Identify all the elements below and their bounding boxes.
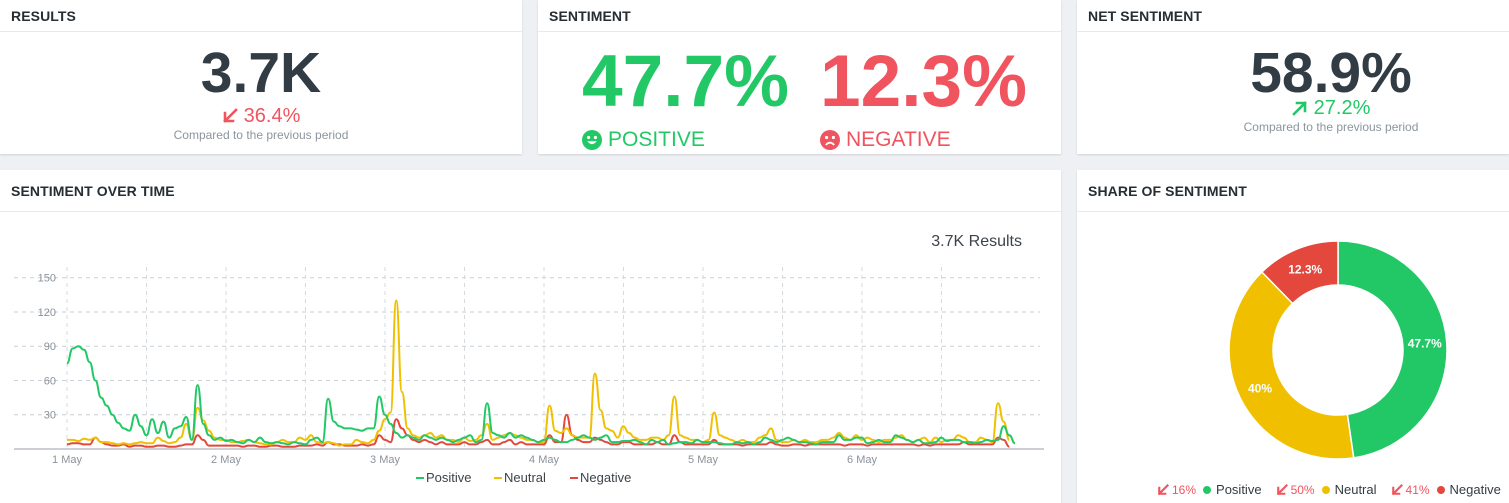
sentiment-over-time-card: SENTIMENT OVER TIME 3.7K Results 30 60 90 1…	[0, 170, 1061, 503]
positive-label: POSITIVE	[608, 128, 705, 151]
share-legend: 16% Positive 50% Neutral 41% Negative	[1157, 482, 1501, 497]
sentiment-over-time-header: SENTIMENT OVER TIME	[0, 170, 1061, 212]
arrow-down-left-icon	[222, 108, 238, 123]
negative-legend-dot	[1436, 485, 1445, 494]
donut-label-neutral: 40%	[1248, 382, 1272, 396]
results-compare-text: Compared to the previous period	[173, 128, 349, 142]
share-legend-neutral-label: Neutral	[1334, 482, 1377, 497]
positive-legend-dot	[1203, 485, 1212, 494]
share-legend-negative-label: Negative	[1449, 482, 1501, 497]
sentiment-line-chart: 3.7K Results 30 60 90 120 150 1 May 2 May 3 May…	[14, 233, 1044, 485]
positive-block: 47.7% POSITIVE	[582, 45, 792, 152]
series-line-positive[interactable]	[66, 345, 1016, 446]
legend-item-negative[interactable]: Negative	[570, 470, 631, 485]
x-tick-label: 6 May	[847, 454, 877, 466]
x-tick-label: 5 May	[688, 454, 718, 466]
share-legend-negative-change: 41%	[1405, 482, 1430, 497]
series-line-neutral[interactable]	[66, 299, 1011, 447]
net-sentiment-title: NET SENTIMENT	[1088, 7, 1203, 24]
net-sentiment-value: 58.9%	[1250, 41, 1412, 105]
arrow-down-left-icon	[1157, 483, 1169, 495]
sentiment-card: SENTIMENT 47.7% POSITIVE 12.3% NEGATIVE	[538, 0, 1061, 154]
neutral-legend-dot	[1321, 485, 1330, 494]
y-tick-label: 120	[38, 307, 56, 319]
donut-slice-neutral[interactable]	[1228, 270, 1355, 460]
negative-label-row: NEGATIVE	[820, 128, 1030, 152]
net-sentiment-header: NET SENTIMENT	[1077, 0, 1509, 32]
y-tick-label: 60	[44, 375, 56, 387]
donut-label-positive: 47.7%	[1408, 337, 1442, 351]
arrow-up-right-icon	[1291, 101, 1307, 116]
net-sentiment-change-value: 27.2%	[1313, 97, 1371, 119]
positive-value: 47.7%	[582, 41, 789, 122]
legend-item-neutral[interactable]: Neutral	[494, 470, 546, 485]
negative-value: 12.3%	[820, 41, 1027, 122]
net-sentiment-change: 27.2%	[1070, 98, 1509, 118]
y-tick-label: 150	[38, 273, 56, 285]
x-tick-label: 3 May	[370, 454, 400, 466]
x-tick-label: 2 May	[211, 454, 241, 466]
negative-label: NEGATIVE	[846, 128, 951, 151]
results-value: 3.7K	[200, 41, 322, 105]
x-tick-label: 4 May	[529, 454, 559, 466]
sentiment-donut-chart: 47.7% 40% 12.3%	[1228, 240, 1448, 460]
results-header: RESULTS	[0, 0, 522, 32]
share-legend-negative[interactable]: 41% Negative	[1391, 482, 1501, 497]
arrow-down-left-icon	[1276, 483, 1288, 495]
share-legend-positive-label: Positive	[1216, 482, 1262, 497]
donut-slice-positive[interactable]	[1337, 240, 1448, 459]
arrow-down-left-icon	[1391, 483, 1403, 495]
donut-label-negative: 12.3%	[1288, 262, 1322, 276]
legend-label: Negative	[580, 470, 631, 485]
donut-slice-negative[interactable]	[1260, 240, 1339, 305]
results-change-value: 36.4%	[243, 105, 301, 127]
share-legend-positive-change: 16%	[1172, 482, 1197, 497]
share-legend-neutral[interactable]: 50% Neutral	[1276, 482, 1377, 497]
frown-icon	[820, 130, 840, 150]
smile-icon	[582, 130, 602, 150]
results-title: RESULTS	[11, 7, 76, 24]
results-change: 36.4%	[0, 106, 522, 126]
sentiment-header: SENTIMENT	[538, 0, 1061, 32]
y-tick-label: 90	[44, 341, 56, 353]
net-sentiment-card: NET SENTIMENT 58.9% 27.2% Compared to th…	[1077, 0, 1509, 154]
series-line-negative[interactable]	[66, 413, 1010, 448]
share-legend-neutral-change: 50%	[1290, 482, 1315, 497]
x-tick-label: 1 May	[52, 454, 82, 466]
share-of-sentiment-title: SHARE OF SENTIMENT	[1088, 182, 1247, 199]
sentiment-title: SENTIMENT	[549, 7, 631, 24]
y-tick-label: 30	[44, 410, 56, 422]
sentiment-over-time-title: SENTIMENT OVER TIME	[11, 182, 175, 199]
positive-label-row: POSITIVE	[582, 128, 792, 152]
legend-label: Neutral	[504, 470, 546, 485]
share-legend-positive[interactable]: 16% Positive	[1157, 482, 1262, 497]
negative-block: 12.3% NEGATIVE	[820, 45, 1030, 152]
results-card: RESULTS 3.7K 36.4% Compared to the previ…	[0, 0, 522, 154]
results-count-label: 3.7K Results	[931, 233, 1022, 250]
net-sentiment-compare-text: Compared to the previous period	[1243, 120, 1419, 134]
share-of-sentiment-header: SHARE OF SENTIMENT	[1077, 170, 1509, 212]
legend-item-positive[interactable]: Positive	[416, 470, 472, 485]
share-of-sentiment-card: SHARE OF SENTIMENT 47.7% 40% 12.3% 16% Pos…	[1077, 170, 1509, 503]
legend-label: Positive	[426, 470, 472, 485]
